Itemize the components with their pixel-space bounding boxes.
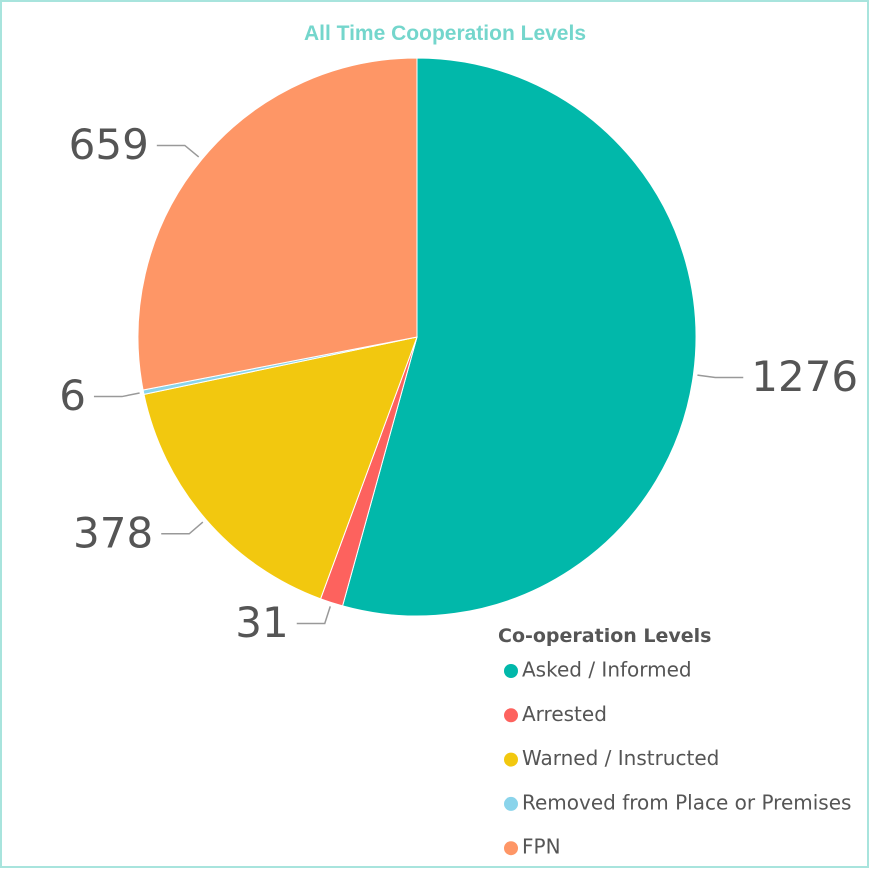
data-label: 31 — [235, 598, 288, 647]
pie-slice — [143, 336, 418, 600]
data-label: 659 — [69, 120, 149, 169]
data-label: 1276 — [751, 352, 858, 401]
data-label: 378 — [73, 508, 153, 557]
legend-swatch — [504, 841, 518, 856]
pie-slice — [137, 57, 418, 391]
legend-label: Asked / Informed — [522, 658, 692, 682]
leader-line — [161, 521, 204, 535]
legend-label: Arrested — [522, 702, 607, 726]
chart-title: All Time Cooperation Levels — [304, 22, 586, 45]
legend-label: FPN — [522, 835, 561, 859]
legend-label: Warned / Instructed — [522, 746, 719, 770]
legend-label: Removed from Place or Premises — [522, 790, 851, 814]
leader-line — [697, 374, 744, 379]
legend-swatch — [504, 752, 518, 767]
legend-swatch — [504, 664, 518, 678]
leader-line — [93, 392, 140, 398]
legend-swatch — [504, 708, 518, 723]
leader-line — [156, 144, 200, 158]
legend-title: Co-operation Levels — [498, 625, 712, 647]
pie-slice — [341, 57, 697, 617]
leader-line — [296, 606, 331, 625]
legend-swatch — [504, 796, 518, 811]
data-label: 6 — [59, 371, 86, 420]
